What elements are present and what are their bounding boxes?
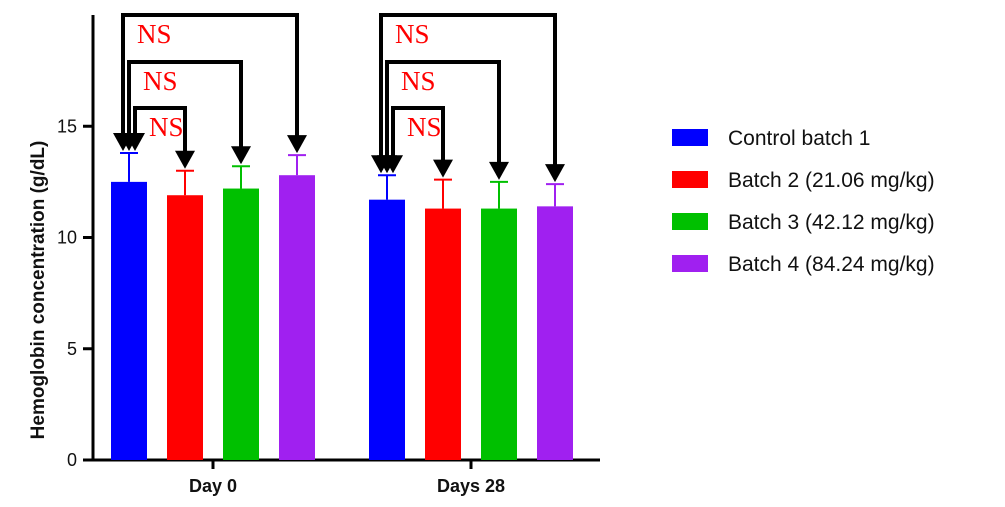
significance-bracket [121, 13, 299, 140]
legend-label: Control batch 1 [728, 127, 870, 150]
legend-swatch [672, 129, 708, 146]
bracket-arrowhead [433, 159, 453, 178]
bracket-arrowhead [545, 164, 565, 183]
legend-swatch [672, 213, 708, 230]
bracket-arrowhead [371, 155, 391, 174]
y-tick-label: 0 [67, 450, 77, 470]
x-tick-label: Day 0 [189, 476, 237, 496]
significance-bracket [391, 106, 445, 164]
x-tick-label: Days 28 [437, 476, 505, 496]
significance-label: NS [407, 112, 442, 142]
bracket-arrowhead [489, 161, 509, 180]
significance-bracket [127, 60, 243, 151]
significance-label: NS [149, 112, 184, 142]
significance-bracket [385, 60, 501, 166]
legend-label: Batch 2 (21.06 mg/kg) [728, 169, 935, 192]
bar [481, 208, 517, 460]
y-tick-label: 15 [57, 116, 77, 136]
bar [167, 195, 203, 460]
y-tick-label: 5 [67, 339, 77, 359]
bracket-arrowhead [113, 132, 133, 151]
bar [223, 188, 259, 461]
legend-label: Batch 4 (84.24 mg/kg) [728, 253, 935, 276]
significance-label: NS [395, 19, 430, 49]
legend-label: Batch 3 (42.12 mg/kg) [728, 211, 935, 234]
bar [425, 208, 461, 460]
bar [279, 175, 315, 460]
bracket-arrowhead [231, 146, 251, 165]
significance-bracket [379, 13, 557, 169]
significance-label: NS [137, 19, 172, 49]
legend-swatch [672, 255, 708, 272]
significance-bracket [133, 106, 187, 155]
legend-swatch [672, 171, 708, 188]
bracket-arrowhead [287, 135, 307, 154]
y-axis-title: Hemoglobin concentration (g/dL) [28, 141, 49, 440]
significance-label: NS [401, 66, 436, 96]
bracket-arrowhead [175, 150, 195, 169]
bar [537, 206, 573, 460]
bar [111, 181, 147, 460]
bar [369, 199, 405, 461]
significance-label: NS [143, 66, 178, 96]
y-tick-label: 10 [57, 228, 77, 248]
